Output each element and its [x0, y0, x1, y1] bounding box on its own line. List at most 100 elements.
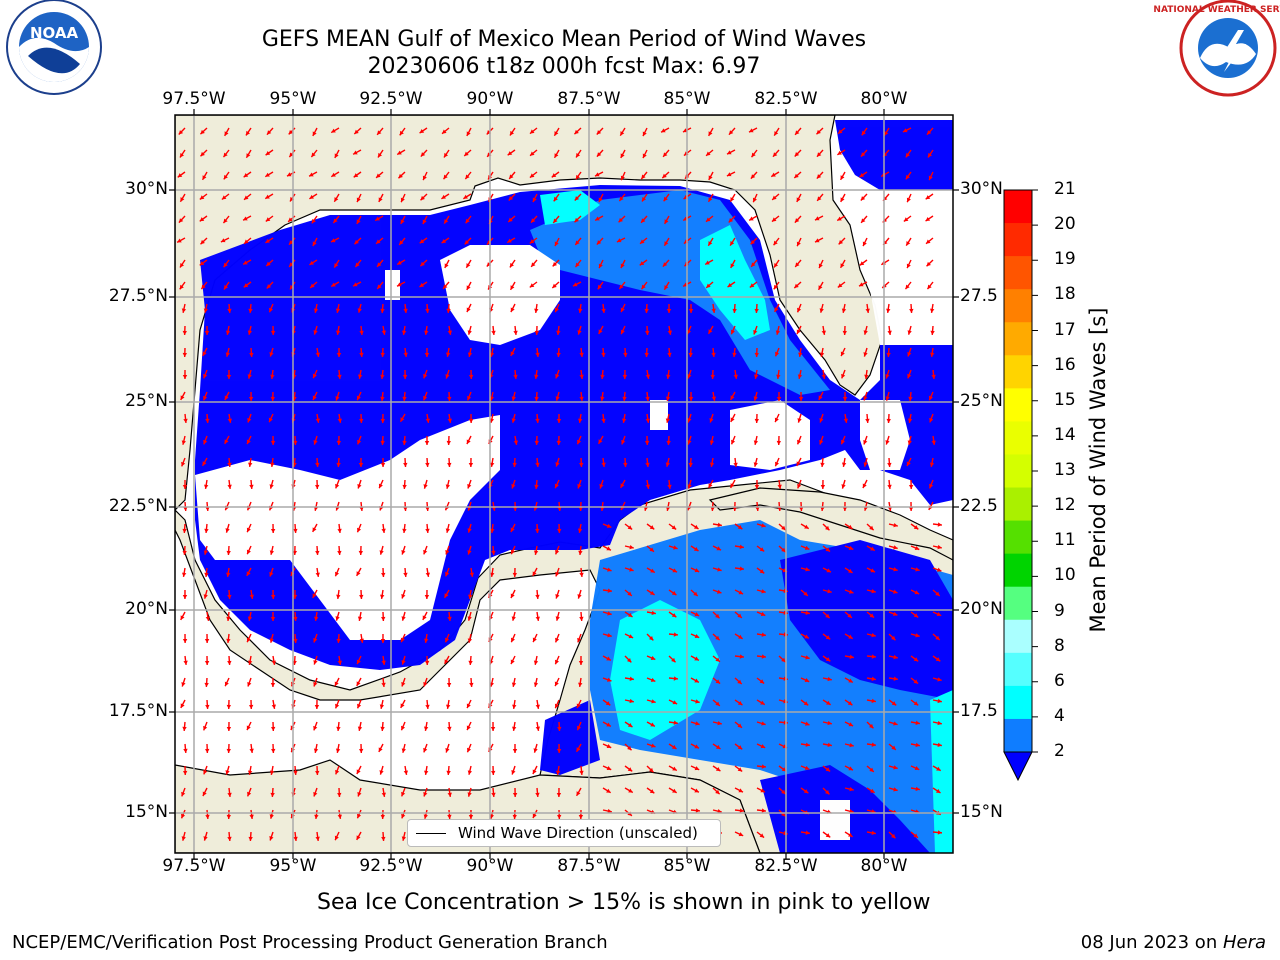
wave-direction-arrow	[931, 435, 936, 446]
wave-direction-arrow	[796, 435, 802, 445]
wave-direction-arrow	[794, 259, 802, 268]
wave-direction-arrow	[771, 215, 780, 223]
lat-tick-label: 27.5°N	[108, 286, 168, 306]
wave-direction-arrow	[663, 281, 670, 291]
wave-direction-arrow	[376, 259, 384, 268]
wave-direction-arrow	[618, 193, 626, 202]
wave-direction-arrow	[844, 831, 853, 838]
wave-direction-arrow	[925, 193, 934, 200]
wave-direction-arrow	[249, 809, 254, 820]
wave-direction-arrow	[640, 215, 648, 224]
wave-direction-arrow	[401, 743, 406, 753]
wave-direction-arrow	[859, 259, 868, 266]
wave-direction-arrow	[511, 765, 516, 775]
wave-direction-arrow	[690, 765, 700, 771]
wave-direction-arrow	[778, 545, 787, 553]
wave-direction-arrow	[468, 457, 474, 468]
wave-direction-arrow	[337, 655, 342, 665]
wave-direction-arrow	[644, 347, 649, 358]
wave-direction-arrow	[863, 457, 868, 467]
wave-direction-arrow	[202, 347, 208, 357]
wave-direction-arrow	[333, 259, 340, 269]
wave-direction-arrow	[313, 721, 318, 731]
wave-direction-arrow	[425, 523, 430, 534]
wave-direction-arrow	[353, 171, 362, 178]
wave-direction-arrow	[179, 281, 186, 290]
wave-direction-arrow	[665, 413, 671, 423]
wave-direction-arrow	[822, 676, 832, 682]
wave-direction-arrow	[844, 545, 854, 551]
wave-direction-arrow	[532, 809, 538, 819]
wave-direction-arrow	[800, 567, 810, 572]
wave-direction-arrow	[707, 237, 714, 247]
wave-direction-arrow	[311, 215, 318, 224]
wave-direction-arrow	[734, 677, 743, 685]
wave-direction-arrow	[578, 655, 584, 666]
wave-direction-arrow	[535, 589, 540, 600]
wave-direction-arrow	[711, 347, 716, 358]
wave-direction-arrow	[223, 171, 230, 180]
wave-direction-arrow	[800, 655, 810, 660]
wave-direction-arrow	[774, 457, 780, 467]
wave-direction-arrow	[400, 721, 406, 731]
wave-direction-arrow	[645, 369, 651, 379]
wave-direction-arrow	[750, 149, 758, 158]
wave-direction-arrow	[800, 742, 811, 747]
wave-direction-arrow	[270, 435, 276, 446]
wave-direction-arrow	[756, 611, 766, 617]
wave-direction-arrow	[423, 721, 429, 731]
wave-direction-arrow	[575, 787, 582, 797]
wave-direction-arrow	[400, 699, 406, 709]
wave-direction-arrow	[863, 325, 868, 335]
wave-direction-arrow	[888, 676, 899, 681]
wave-direction-arrow	[227, 457, 232, 468]
wave-direction-arrow	[270, 677, 276, 688]
wave-direction-arrow	[313, 655, 318, 665]
lon-tick-label: 85°W	[663, 856, 711, 876]
wave-direction-arrow	[177, 171, 186, 178]
wave-direction-arrow	[178, 127, 186, 135]
wave-direction-arrow	[249, 347, 254, 358]
wave-direction-arrow	[419, 259, 428, 267]
colorbar-label: Mean Period of Wind Waves [s]	[1086, 307, 1110, 633]
wave-direction-arrow	[269, 567, 274, 577]
wave-direction-arrow	[906, 259, 912, 269]
wave-direction-arrow	[926, 259, 934, 267]
wave-direction-arrow	[770, 171, 780, 178]
wave-direction-arrow	[242, 215, 252, 221]
wave-direction-arrow	[205, 809, 210, 820]
wave-direction-arrow	[226, 611, 231, 622]
map-content	[175, 115, 953, 853]
wave-direction-arrow	[663, 237, 670, 247]
wave-direction-arrow	[932, 544, 942, 550]
wave-direction-arrow	[264, 171, 274, 178]
wave-direction-arrow	[380, 369, 385, 380]
wave-direction-arrow	[265, 149, 274, 156]
wave-direction-arrow	[424, 435, 430, 446]
wave-direction-arrow	[624, 589, 633, 597]
wave-direction-arrow	[447, 787, 452, 798]
wave-direction-arrow	[419, 127, 428, 134]
wave-direction-arrow	[602, 567, 612, 572]
wave-direction-arrow	[858, 281, 868, 287]
lat-tick-label-right: 25°N	[960, 391, 1003, 411]
lon-tick-label: 90°W	[466, 856, 514, 876]
wave-direction-arrow	[226, 633, 231, 644]
wave-direction-arrow	[490, 721, 496, 732]
wave-direction-arrow	[330, 237, 340, 243]
wave-direction-arrow	[708, 479, 714, 489]
wave-direction-arrow	[840, 193, 846, 203]
wave-direction-arrow	[403, 347, 408, 358]
wave-direction-arrow	[203, 435, 208, 445]
wave-direction-arrow	[491, 787, 496, 798]
wave-direction-arrow	[334, 677, 340, 687]
tick-marks	[169, 109, 959, 859]
wave-direction-arrow	[929, 457, 935, 467]
wave-direction-arrow	[602, 743, 612, 749]
colorbar-tick-label: 17	[1054, 319, 1076, 340]
wave-direction-arrow	[712, 743, 721, 750]
lon-tick-label: 85°W	[663, 89, 711, 109]
wave-direction-arrow	[619, 127, 626, 137]
colorbar-swatch	[1004, 586, 1032, 621]
